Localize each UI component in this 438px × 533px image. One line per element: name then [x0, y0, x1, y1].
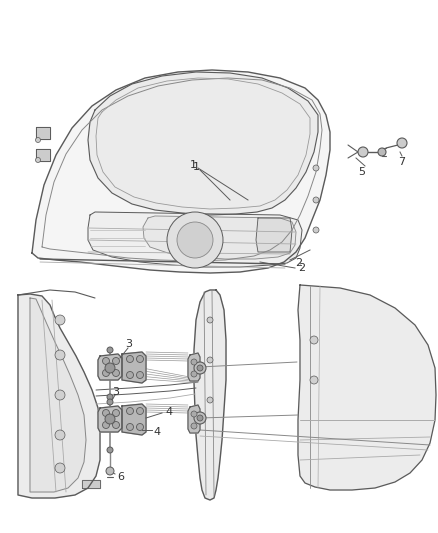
- Circle shape: [107, 447, 113, 453]
- Polygon shape: [188, 353, 200, 381]
- Circle shape: [113, 369, 120, 376]
- Circle shape: [113, 358, 120, 365]
- Circle shape: [191, 423, 197, 429]
- Circle shape: [310, 376, 318, 384]
- Circle shape: [197, 415, 203, 421]
- Polygon shape: [18, 294, 100, 498]
- Polygon shape: [88, 72, 318, 215]
- Circle shape: [55, 315, 65, 325]
- Circle shape: [313, 165, 319, 171]
- Circle shape: [137, 408, 144, 415]
- Circle shape: [137, 356, 144, 362]
- Text: 1: 1: [193, 162, 200, 172]
- Polygon shape: [122, 352, 146, 383]
- Circle shape: [127, 372, 134, 378]
- Circle shape: [207, 397, 213, 403]
- Polygon shape: [98, 406, 122, 432]
- Circle shape: [310, 336, 318, 344]
- Circle shape: [378, 148, 386, 156]
- Circle shape: [197, 365, 203, 371]
- Polygon shape: [82, 480, 100, 488]
- Circle shape: [55, 463, 65, 473]
- Circle shape: [127, 408, 134, 415]
- Circle shape: [107, 394, 113, 400]
- Circle shape: [113, 409, 120, 416]
- Text: 4: 4: [153, 427, 160, 437]
- Circle shape: [397, 138, 407, 148]
- Text: 6: 6: [117, 472, 124, 482]
- Polygon shape: [298, 285, 436, 490]
- Circle shape: [102, 369, 110, 376]
- Text: 5: 5: [358, 167, 365, 177]
- Text: 2: 2: [295, 258, 302, 268]
- Circle shape: [191, 359, 197, 365]
- Circle shape: [113, 422, 120, 429]
- Circle shape: [107, 347, 113, 353]
- Circle shape: [127, 356, 134, 362]
- Polygon shape: [32, 70, 330, 273]
- Circle shape: [55, 390, 65, 400]
- Circle shape: [102, 409, 110, 416]
- Polygon shape: [30, 298, 86, 492]
- Circle shape: [358, 147, 368, 157]
- Circle shape: [207, 317, 213, 323]
- Circle shape: [313, 227, 319, 233]
- Polygon shape: [36, 149, 50, 161]
- Circle shape: [191, 371, 197, 377]
- Circle shape: [207, 357, 213, 363]
- Circle shape: [194, 362, 206, 374]
- Circle shape: [35, 157, 40, 163]
- Text: 3: 3: [112, 387, 119, 397]
- Circle shape: [105, 414, 115, 424]
- Circle shape: [105, 363, 115, 373]
- Circle shape: [107, 399, 113, 405]
- Circle shape: [191, 411, 197, 417]
- Circle shape: [127, 424, 134, 431]
- Polygon shape: [88, 212, 302, 267]
- Circle shape: [102, 358, 110, 365]
- Text: 3: 3: [125, 339, 132, 349]
- Circle shape: [55, 430, 65, 440]
- Text: 1: 1: [190, 160, 197, 170]
- Circle shape: [102, 422, 110, 429]
- Circle shape: [137, 372, 144, 378]
- Circle shape: [313, 197, 319, 203]
- Circle shape: [55, 350, 65, 360]
- Polygon shape: [188, 405, 200, 433]
- Circle shape: [35, 138, 40, 142]
- Circle shape: [167, 212, 223, 268]
- Text: 7: 7: [398, 157, 405, 167]
- Polygon shape: [143, 216, 296, 259]
- Circle shape: [106, 467, 114, 475]
- Polygon shape: [36, 127, 50, 139]
- Text: 2: 2: [298, 263, 305, 273]
- Polygon shape: [122, 404, 146, 435]
- Polygon shape: [194, 290, 226, 500]
- Polygon shape: [98, 354, 122, 380]
- Circle shape: [194, 412, 206, 424]
- Polygon shape: [256, 218, 292, 252]
- Circle shape: [137, 424, 144, 431]
- Text: 4: 4: [165, 407, 172, 417]
- Circle shape: [177, 222, 213, 258]
